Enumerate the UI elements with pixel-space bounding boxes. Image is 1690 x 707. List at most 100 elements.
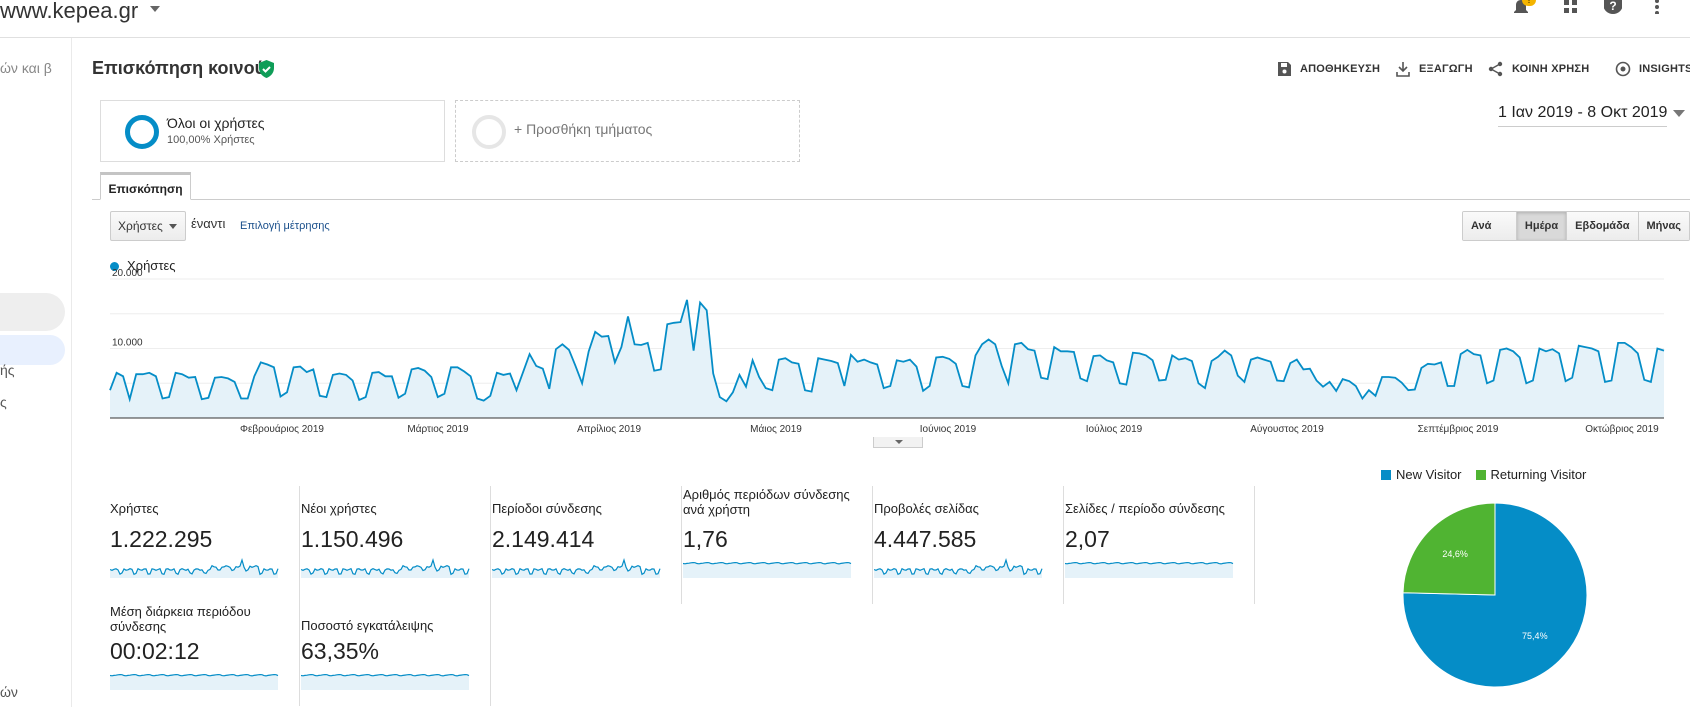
series-legend-swatch — [110, 262, 119, 271]
x-tick-label: Μάιος 2019 — [750, 423, 802, 435]
sidebar-item[interactable]: ής — [0, 362, 15, 378]
chevron-down-icon[interactable] — [1673, 110, 1685, 117]
chevron-down-icon[interactable] — [150, 6, 160, 12]
y-tick-label: 10.000 — [112, 338, 143, 349]
x-tick-label: Απρίλιος 2019 — [577, 423, 642, 435]
metric-sparkline — [110, 557, 279, 578]
metric-card[interactable]: Περίοδοι σύνδεσης 2.149.414 — [492, 486, 682, 604]
notification-badge: ! — [1522, 0, 1536, 6]
share-icon — [1488, 61, 1503, 77]
series-legend-label: Χρήστες — [127, 258, 176, 273]
granularity-day[interactable]: Ημέρα — [1516, 212, 1568, 240]
series-line[interactable] — [109, 299, 1665, 403]
metric-card[interactable]: Ποσοστό εγκατάλειψης 63,35% — [301, 598, 491, 706]
metric-value: 1,76 — [683, 526, 728, 552]
metric-card[interactable]: Μέση διάρκεια περιόδου σύνδεσης 00:02:12 — [110, 598, 300, 706]
metric-value: 2,07 — [1065, 526, 1110, 552]
segment-name: Όλοι οι χρήστες — [167, 115, 265, 131]
download-icon — [1396, 62, 1410, 77]
metric-card[interactable]: Χρήστες 1.222.295 — [110, 486, 300, 604]
metric-sparkline — [683, 561, 852, 578]
insights-button[interactable]: INSIGHTS — [1615, 61, 1690, 77]
granularity-week[interactable]: Εβδομάδα — [1567, 212, 1639, 240]
more-vert-icon[interactable] — [1648, 0, 1666, 14]
x-tick-label: Ιούνιος 2019 — [920, 423, 977, 435]
x-tick-label: Ιούλιος 2019 — [1086, 423, 1143, 435]
metric-value: 63,35% — [301, 638, 380, 664]
pie-legend-item: New Visitor — [1381, 467, 1462, 482]
segment-percentage: 100,00% Χρήστες — [167, 134, 255, 146]
y-tick-label: 20.000 — [112, 268, 143, 279]
sidebar-item-active[interactable] — [0, 293, 65, 331]
metric-label: Χρήστες — [110, 501, 159, 516]
metric-value: 2.149.414 — [492, 526, 595, 552]
metric-sparkline — [110, 673, 279, 690]
granularity-toggle: Ανά ώρα Ημέρα Εβδομάδα Μήνας — [1462, 211, 1690, 241]
metric-label: Αριθμός περιόδων σύνδεσης ανά χρήστη — [683, 487, 850, 517]
metric-sparkline — [874, 557, 1043, 578]
sidebar-item-selected[interactable] — [0, 335, 65, 365]
share-button[interactable]: ΚΟΙΝΗ ΧΡΗΣΗ — [1488, 61, 1589, 77]
left-sidebar: ών και β ής ς ών — [0, 38, 72, 707]
x-tick-label: Μάρτιος 2019 — [407, 423, 469, 435]
versus-label: έναντι — [191, 216, 226, 231]
chart-collapse-handle[interactable] — [873, 437, 923, 448]
metric-sparkline — [492, 557, 661, 578]
x-tick-label: Αύγουστος 2019 — [1250, 423, 1324, 435]
apps-grid-icon[interactable] — [1562, 0, 1580, 14]
legend-swatch — [1381, 469, 1391, 480]
metric-card[interactable]: Νέοι χρήστες 1.150.496 — [301, 486, 491, 604]
export-button[interactable]: ΕΞΑΓΩΓΗ — [1395, 61, 1473, 77]
save-label: ΑΠΟΘΗΚΕΥΣΗ — [1300, 63, 1381, 75]
metric-label: Προβολές σελίδας — [874, 501, 979, 516]
x-tick-label: Οκτώβριος 2019 — [1585, 423, 1659, 435]
metric-sparkline — [301, 557, 470, 578]
sidebar-item[interactable]: ών — [0, 684, 18, 700]
users-line-chart: 20.000 10.000 Φεβρουάριος 2019 Μάρτιος 2019… — [109, 268, 1665, 435]
date-range-picker[interactable]: 1 Ιαν 2019 - 8 Οκτ 2019 — [1498, 104, 1668, 127]
x-tick-label: Σεπτέμβριος 2019 — [1418, 423, 1499, 435]
series-area — [110, 299, 1664, 418]
granularity-hourly[interactable]: Ανά ώρα — [1463, 212, 1517, 240]
pie-legend-item: Returning Visitor — [1475, 467, 1587, 482]
save-button[interactable]: ΑΠΟΘΗΚΕΥΣΗ — [1276, 61, 1380, 77]
metric-select-value: Χρήστες — [118, 219, 163, 233]
export-label: ΕΞΑΓΩΓΗ — [1419, 63, 1473, 75]
save-icon — [1278, 62, 1291, 76]
sidebar-item[interactable]: ών και β — [0, 60, 52, 76]
legend-label: Returning Visitor — [1490, 467, 1587, 482]
metric-card[interactable]: Αριθμός περιόδων σύνδεσης ανά χρήστη 1,76 — [683, 486, 873, 604]
add-segment-label: + Προσθήκη τμήματος — [514, 121, 653, 137]
metric-label: Μέση διάρκεια περιόδου σύνδεσης — [110, 604, 251, 634]
pie-data-label: 24,6% — [1442, 549, 1468, 559]
metric-value: 1.222.295 — [110, 526, 213, 552]
segment-ring-icon — [125, 115, 159, 149]
pie-slice[interactable] — [1402, 502, 1496, 596]
legend-label: New Visitor — [1396, 467, 1462, 482]
metric-value: 1.150.496 — [301, 526, 404, 552]
tab-divider — [92, 199, 1690, 200]
select-metric-link[interactable]: Επιλογή μέτρησης — [240, 220, 330, 232]
property-name[interactable]: www.kepea.gr — [0, 0, 139, 23]
add-segment-button[interactable]: + Προσθήκη τμήματος — [455, 100, 800, 162]
metric-card[interactable]: Προβολές σελίδας 4.447.585 — [874, 486, 1064, 604]
metric-label: Νέοι χρήστες — [301, 501, 377, 516]
insights-label: INSIGHTS — [1639, 63, 1690, 75]
top-bar: www.kepea.gr ! ? — [0, 0, 1690, 38]
metric-sparkline — [301, 673, 470, 690]
segment-placeholder-icon — [472, 115, 506, 149]
sidebar-item[interactable]: ς — [0, 394, 7, 410]
segment-all-users[interactable]: Όλοι οι χρήστες 100,00% Χρήστες — [100, 100, 445, 162]
pie-legend: New Visitor Returning Visitor — [1381, 467, 1586, 482]
pie-data-label: 75,4% — [1522, 631, 1548, 641]
insights-icon — [1615, 61, 1631, 77]
share-label: ΚΟΙΝΗ ΧΡΗΣΗ — [1512, 63, 1590, 75]
metric-card[interactable]: Σελίδες / περίοδο σύνδεσης 2,07 — [1065, 486, 1255, 604]
metric-select[interactable]: Χρήστες — [110, 211, 186, 241]
tab-overview[interactable]: Επισκόπηση — [100, 172, 191, 200]
granularity-month[interactable]: Μήνας — [1638, 212, 1689, 240]
svg-text:?: ? — [1609, 0, 1616, 13]
metric-value: 00:02:12 — [110, 638, 200, 664]
metric-label: Ποσοστό εγκατάλειψης — [301, 618, 434, 633]
help-icon[interactable]: ? — [1604, 0, 1622, 14]
